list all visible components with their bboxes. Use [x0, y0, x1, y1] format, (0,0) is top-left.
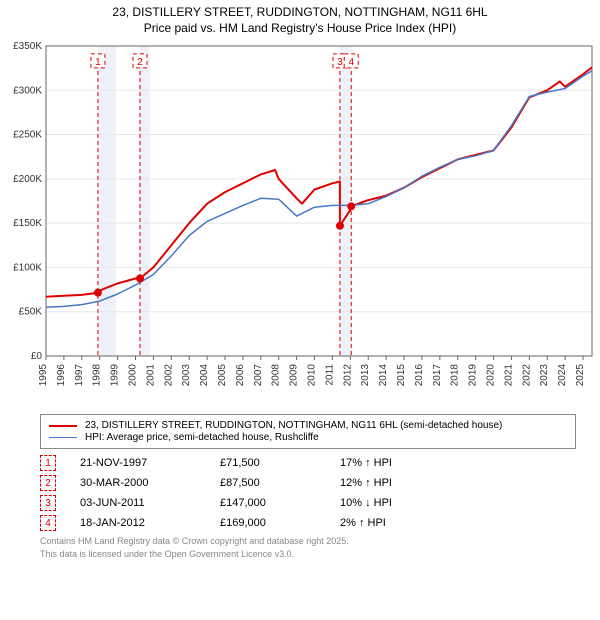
title-line-1: 23, DISTILLERY STREET, RUDDINGTON, NOTTI… — [0, 4, 600, 20]
x-tick-label: 2000 — [128, 364, 139, 387]
y-tick-label: £100K — [13, 263, 42, 274]
sale-annot-4: 4 — [348, 57, 354, 68]
y-tick-label: £50K — [19, 307, 43, 318]
x-tick-label: 2021 — [503, 364, 514, 387]
legend-label: 23, DISTILLERY STREET, RUDDINGTON, NOTTI… — [85, 420, 502, 431]
sale-annot-1: 1 — [95, 57, 101, 68]
sale-marker: 2 — [40, 475, 56, 491]
y-tick-label: £200K — [13, 174, 42, 185]
x-tick-label: 2007 — [253, 364, 264, 387]
x-tick-label: 2013 — [360, 364, 371, 387]
x-tick-label: 1998 — [92, 364, 103, 387]
sales-row: 3 03-JUN-2011£147,00010% ↓ HPI — [40, 495, 576, 511]
x-tick-label: 1999 — [110, 364, 121, 387]
x-tick-label: 2022 — [521, 364, 532, 387]
sale-price: £87,500 — [220, 477, 340, 489]
legend-item: HPI: Average price, semi-detached house,… — [49, 432, 567, 443]
title-block: 23, DISTILLERY STREET, RUDDINGTON, NOTTI… — [0, 0, 600, 38]
sale-marker: 1 — [40, 455, 56, 471]
legend-swatch — [49, 425, 77, 427]
chart-area: £0 £50K £100K £150K £200K £250K £300K £350K 1995… — [0, 38, 600, 408]
sale-annot-2: 2 — [137, 57, 143, 68]
footer: Contains HM Land Registry data © Crown c… — [40, 535, 576, 559]
sale-delta: 2% ↑ HPI — [340, 517, 460, 529]
sale-date: 21-NOV-1997 — [80, 457, 220, 469]
sale-price: £71,500 — [220, 457, 340, 469]
x-tick-label: 2023 — [539, 364, 550, 387]
legend-label: HPI: Average price, semi-detached house,… — [85, 432, 319, 443]
x-tick-label: 2009 — [289, 364, 300, 387]
sale-price: £147,000 — [220, 497, 340, 509]
x-tick-label: 2008 — [271, 364, 282, 387]
sale-date: 30-MAR-2000 — [80, 477, 220, 489]
footer-line-2: This data is licensed under the Open Gov… — [40, 548, 576, 560]
x-tick-label: 1996 — [56, 364, 67, 387]
x-tick-label: 2017 — [432, 364, 443, 387]
x-tick-label: 2018 — [450, 364, 461, 387]
sale-marker: 3 — [40, 495, 56, 511]
x-tick-label: 2019 — [468, 364, 479, 387]
x-tick-label: 2011 — [324, 364, 335, 386]
sales-row: 2 30-MAR-2000£87,50012% ↑ HPI — [40, 475, 576, 491]
x-tick-label: 2002 — [163, 364, 174, 387]
y-tick-label: £0 — [31, 351, 43, 362]
sale-delta: 17% ↑ HPI — [340, 457, 460, 469]
legend-item: 23, DISTILLERY STREET, RUDDINGTON, NOTTI… — [49, 420, 567, 431]
chart-container: 23, DISTILLERY STREET, RUDDINGTON, NOTTI… — [0, 0, 600, 560]
x-tick-label: 2020 — [486, 364, 497, 387]
y-tick-label: £250K — [13, 130, 42, 141]
footer-line-1: Contains HM Land Registry data © Crown c… — [40, 535, 576, 547]
x-tick-label: 1997 — [74, 364, 85, 387]
x-tick-label: 2024 — [557, 364, 568, 387]
x-tick-label: 2012 — [342, 364, 353, 387]
sales-table: 1 21-NOV-1997£71,50017% ↑ HPI 2 30-MAR-2000… — [40, 455, 576, 531]
sale-delta: 12% ↑ HPI — [340, 477, 460, 489]
legend-swatch — [49, 437, 77, 438]
sale-date: 18-JAN-2012 — [80, 517, 220, 529]
y-tick-label: £300K — [13, 86, 42, 97]
sale-price: £169,000 — [220, 517, 340, 529]
x-tick-label: 2004 — [199, 364, 210, 387]
x-tick-label: 2010 — [307, 364, 318, 387]
sales-row: 1 21-NOV-1997£71,50017% ↑ HPI — [40, 455, 576, 471]
sale-marker: 4 — [40, 515, 56, 531]
sale-date: 03-JUN-2011 — [80, 497, 220, 509]
x-tick-label: 2025 — [575, 364, 586, 387]
x-tick-label: 2006 — [235, 364, 246, 387]
x-tick-label: 2005 — [217, 364, 228, 387]
x-tick-label: 2001 — [145, 364, 156, 387]
legend: 23, DISTILLERY STREET, RUDDINGTON, NOTTI… — [40, 414, 576, 449]
x-tick-label: 1995 — [38, 364, 49, 387]
chart-svg: £0 £50K £100K £150K £200K £250K £300K £350K 1995… — [0, 38, 600, 408]
x-tick-label: 2014 — [378, 364, 389, 387]
sale-delta: 10% ↓ HPI — [340, 497, 460, 509]
sale-annot-3: 3 — [337, 57, 343, 68]
x-tick-label: 2015 — [396, 364, 407, 387]
y-tick-label: £350K — [13, 41, 42, 52]
y-tick-label: £150K — [13, 219, 42, 230]
x-tick-label: 2016 — [414, 364, 425, 387]
x-tick-label: 2003 — [181, 364, 192, 387]
title-line-2: Price paid vs. HM Land Registry's House … — [0, 20, 600, 36]
sales-row: 4 18-JAN-2012£169,0002% ↑ HPI — [40, 515, 576, 531]
